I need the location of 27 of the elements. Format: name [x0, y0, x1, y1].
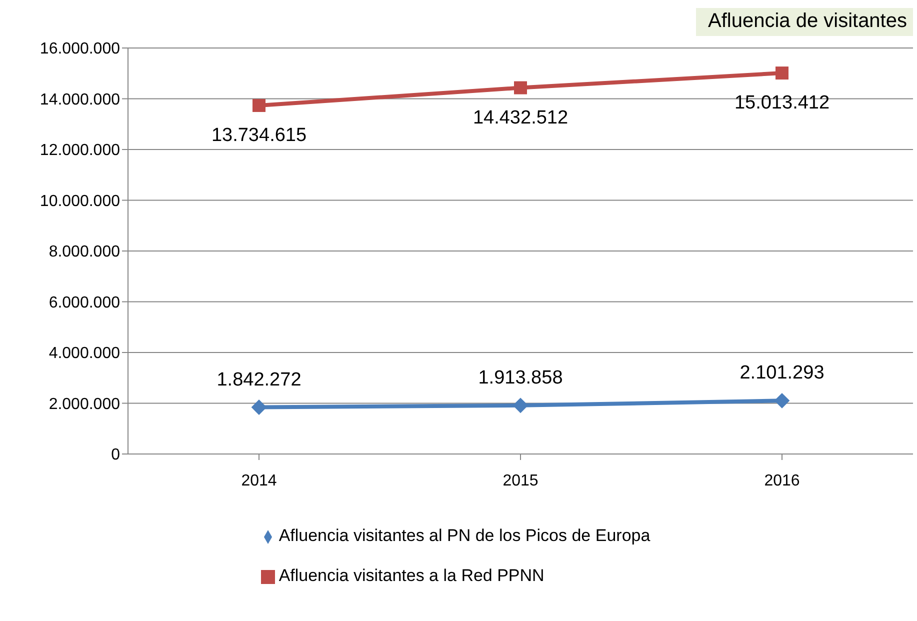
point	[252, 98, 266, 112]
point	[776, 66, 788, 80]
y-tick-label: 8.000.000	[48, 244, 120, 261]
point	[252, 400, 266, 415]
y-tick-label: 12.000.000	[40, 142, 120, 160]
y-tick-label: 14.000.000	[40, 91, 120, 108]
data-label: 1.842.272	[216, 369, 302, 390]
data-label: 2.101.293	[740, 362, 824, 384]
data-label: 13.734.615	[211, 124, 307, 146]
point	[513, 398, 528, 413]
point	[514, 81, 527, 94]
y-tick-label: 10.000.000	[40, 192, 120, 210]
data-label: 1.913.858	[478, 367, 563, 388]
x-tick-label: 2015	[502, 472, 538, 490]
x-tick-label: 2014	[241, 472, 277, 490]
y-tick-label: 0	[111, 446, 120, 464]
y-tick-label: 2.000.000	[48, 396, 120, 413]
x-tick-label: 2016	[764, 472, 800, 490]
y-tick-label: 16.000.000	[40, 40, 120, 58]
data-label: 14.432.512	[472, 107, 568, 128]
chart-title: Afluencia de visitantes	[696, 8, 913, 36]
legend-label: Afluencia visitantes al PN de los Picos de Europa	[278, 526, 650, 545]
y-tick-label: 6.000.000	[48, 294, 120, 312]
data-label: 15.013.412	[734, 92, 830, 114]
y-tick-label: 4.000.000	[48, 345, 120, 362]
point	[774, 393, 790, 408]
legend-label: Afluencia visitantes a la Red PPNN	[278, 566, 544, 585]
